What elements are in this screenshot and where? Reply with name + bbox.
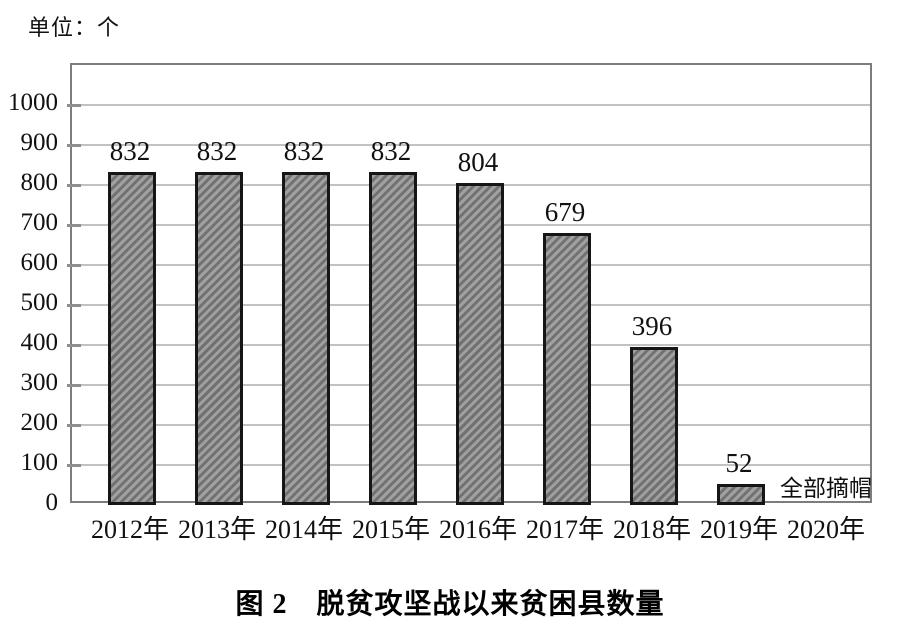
bar-2017年	[543, 233, 591, 505]
bar-2016年	[456, 183, 504, 505]
y-tick-300	[67, 383, 81, 387]
bar-value-label-2014年: 832	[283, 136, 325, 167]
y-tick-400	[67, 343, 81, 347]
y-tick-600	[67, 263, 81, 267]
x-tick-label-2018年: 2018年	[612, 515, 691, 544]
bar-2019年	[717, 484, 765, 505]
y-tick-100	[67, 463, 81, 467]
gridline-900	[72, 144, 870, 146]
y-tick-800	[67, 183, 81, 187]
x-tick-label-2012年: 2012年	[90, 515, 169, 544]
x-tick-label-2014年: 2014年	[264, 515, 343, 544]
y-tick-label-300: 300	[20, 369, 59, 396]
y-tick-1000	[67, 103, 81, 107]
y-tick-label-900: 900	[20, 129, 59, 156]
x-tick-label-2016年: 2016年	[438, 515, 517, 544]
y-tick-label-400: 400	[20, 329, 59, 356]
bar-value-label-2012年: 832	[109, 136, 151, 167]
y-tick-500	[67, 303, 81, 307]
x-tick-label-2019年: 2019年	[699, 515, 778, 544]
bar-value-label-2017年: 679	[544, 197, 586, 228]
annotation-label: 全部摘帽	[780, 476, 872, 501]
plot-area	[67, 63, 872, 505]
y-tick-label-0: 0	[45, 489, 59, 516]
y-tick-label-100: 100	[20, 449, 59, 476]
bar-2018年	[630, 346, 678, 505]
x-tick-label-2015年: 2015年	[351, 515, 430, 544]
bar-2012年	[108, 172, 156, 505]
y-tick-label-600: 600	[20, 249, 59, 276]
gridline-1000	[72, 104, 870, 106]
x-tick-label-2017年: 2017年	[525, 515, 604, 544]
x-tick-label-2013年: 2013年	[177, 515, 256, 544]
y-tick-label-500: 500	[20, 289, 59, 316]
y-tick-200	[67, 423, 81, 427]
unit-label: 单位：个	[28, 15, 121, 40]
bar-value-label-2013年: 832	[196, 136, 238, 167]
x-tick-label-2020年: 2020年	[786, 515, 865, 544]
y-tick-900	[67, 143, 81, 147]
y-tick-label-200: 200	[20, 409, 59, 436]
bar-value-label-2018年: 396	[631, 310, 673, 341]
y-tick-label-800: 800	[20, 169, 59, 196]
bar-value-label-2016年: 804	[457, 147, 499, 178]
bar-value-label-2019年: 52	[725, 448, 753, 479]
y-tick-label-700: 700	[20, 209, 59, 236]
bar-2013年	[195, 172, 243, 505]
chart-caption: 图 2 脱贫攻坚战以来贫困县数量	[235, 589, 665, 620]
y-tick-label-1000: 1000	[8, 89, 58, 116]
bar-value-label-2015年: 832	[370, 136, 412, 167]
y-tick-700	[67, 223, 81, 227]
bar-2015年	[369, 172, 417, 505]
bar-2014年	[282, 172, 330, 505]
